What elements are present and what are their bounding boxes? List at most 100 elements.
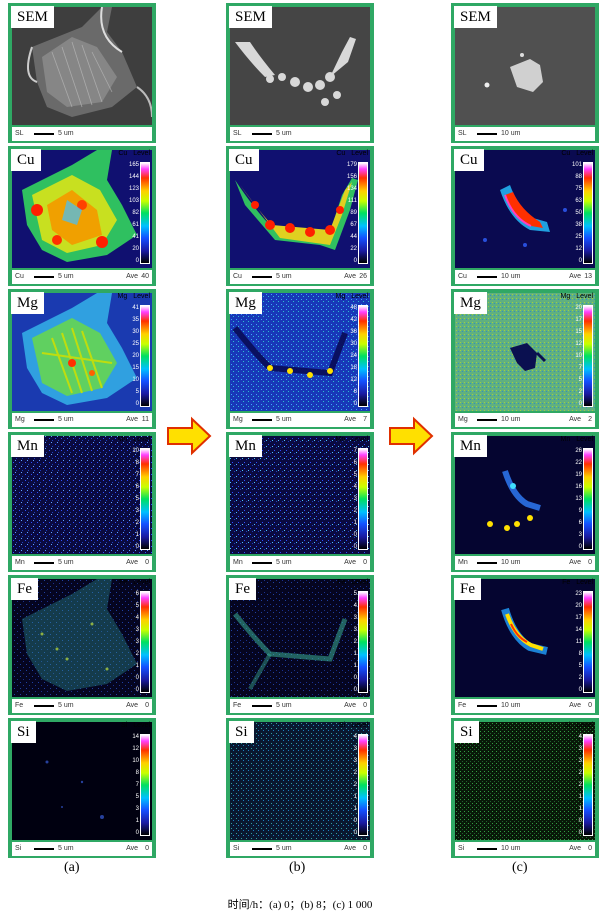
header-level: Level xyxy=(133,722,150,729)
tick: 1 xyxy=(578,794,582,800)
tick: 6 xyxy=(135,591,139,597)
map-header: Cu Level xyxy=(112,150,150,157)
scale-bar xyxy=(34,562,54,564)
tick: 42 xyxy=(350,317,357,323)
footer-label: Mn xyxy=(233,559,243,566)
tick: 5 xyxy=(135,603,139,609)
header-level: Level xyxy=(133,579,150,586)
header-level: Level xyxy=(133,150,150,157)
tick: 2 xyxy=(135,520,139,526)
tick: 2 xyxy=(578,389,582,395)
tick: 10 xyxy=(132,758,139,764)
panel-footer: Fe 5 um Ave 0 xyxy=(230,699,370,713)
tick: 0 xyxy=(135,401,139,407)
color-scale-ticks: 48 42 36 30 24 18 12 6 0 xyxy=(341,305,357,407)
footer-label: Mn xyxy=(15,559,25,566)
header-element: Mn xyxy=(335,436,346,443)
ave-label: Ave xyxy=(126,702,138,709)
element-label: Mn xyxy=(229,435,262,457)
map-header: Mg Level xyxy=(112,293,150,300)
tick: 8 xyxy=(135,460,139,466)
mn-map-panel: Mn Mn Level 26 22 19 16 13 9 6 3 0 Mn 10 … xyxy=(451,432,599,572)
si-map-panel: Si Si Level 4 3 3 2 2 1 1 0 0 Si 5 um Ave… xyxy=(226,718,374,858)
tick: 41 xyxy=(132,305,139,311)
tick: 1 xyxy=(353,663,357,669)
scale-bar xyxy=(34,133,54,135)
tick: 5 xyxy=(353,591,357,597)
tick: 3 xyxy=(353,746,357,752)
header-element: Cu xyxy=(336,150,346,157)
map-header: Cu Level xyxy=(555,150,593,157)
color-scale-ticks: 20 17 15 12 10 7 5 2 0 xyxy=(566,305,582,407)
element-label: Si xyxy=(11,721,36,743)
map-header: Mg Level xyxy=(555,293,593,300)
tick: 165 xyxy=(128,162,139,168)
tick: 1 xyxy=(353,794,357,800)
tick: 3 xyxy=(353,627,357,633)
tick: 25 xyxy=(575,234,582,240)
tick: 5 xyxy=(353,472,357,478)
element-label: SEM xyxy=(229,6,272,28)
tick: 134 xyxy=(346,186,357,192)
scale-value: 5 um xyxy=(276,702,292,709)
scale-bar xyxy=(252,562,272,564)
ave-label: Ave xyxy=(344,416,356,423)
tick: 20 xyxy=(132,353,139,359)
tick: 1 xyxy=(578,806,582,812)
scale-bar xyxy=(477,419,497,421)
tick: 75 xyxy=(575,186,582,192)
color-scale-ticks: 7 6 5 4 3 2 1 0 0 xyxy=(341,448,357,550)
header-element: Si xyxy=(564,722,571,729)
scale-bar xyxy=(477,705,497,707)
scale-value: 5 um xyxy=(276,416,292,423)
element-label: Cu xyxy=(11,149,41,171)
tick: 12 xyxy=(575,341,582,347)
ave-label: Ave xyxy=(569,273,581,280)
tick: 0 xyxy=(353,544,357,550)
scale-value: 5 um xyxy=(58,416,74,423)
tick: 3 xyxy=(135,639,139,645)
panel-footer: SL 10 um xyxy=(455,127,595,141)
header-element: Si xyxy=(339,722,346,729)
color-scale-bar xyxy=(358,734,368,836)
tick: 30 xyxy=(132,329,139,335)
tick: 0 xyxy=(578,258,582,264)
element-label: Fe xyxy=(229,578,256,600)
tick: 9 xyxy=(578,508,582,514)
panel-footer: SL 5 um xyxy=(12,127,152,141)
scale-value: 5 um xyxy=(276,559,292,566)
tick: 1 xyxy=(135,532,139,538)
scale-value: 5 um xyxy=(58,273,74,280)
element-label: Mg xyxy=(229,292,262,314)
tick: 3 xyxy=(353,496,357,502)
tick: 5 xyxy=(135,794,139,800)
tick: 10 xyxy=(575,353,582,359)
scale-bar xyxy=(477,133,497,135)
footer-label: SL xyxy=(233,130,242,137)
sem-panel: SEM SL 10 um xyxy=(451,3,599,143)
scale-bar xyxy=(477,562,497,564)
tick: 24 xyxy=(350,353,357,359)
tick: 3 xyxy=(135,508,139,514)
panel-footer: Cu 5 um Ave 40 xyxy=(12,270,152,284)
footer-value: 13 xyxy=(584,273,592,280)
header-level: Level xyxy=(576,579,593,586)
color-scale-bar xyxy=(140,448,150,550)
scale-bar xyxy=(252,848,272,850)
tick: 7 xyxy=(135,472,139,478)
ave-label: Ave xyxy=(344,702,356,709)
element-label: Si xyxy=(229,721,254,743)
color-scale-bar xyxy=(140,734,150,836)
tick: 5 xyxy=(135,389,139,395)
header-element: Mn xyxy=(117,436,128,443)
tick: 26 xyxy=(575,448,582,454)
color-scale-bar xyxy=(358,305,368,407)
color-scale-ticks: 101 88 75 63 50 38 25 12 0 xyxy=(566,162,582,264)
header-level: Level xyxy=(351,150,368,157)
ave-label: Ave xyxy=(126,273,138,280)
tick: 0 xyxy=(353,830,357,836)
scale-bar xyxy=(252,276,272,278)
footer-value: 0 xyxy=(363,845,367,852)
footer-label: Cu xyxy=(233,273,242,280)
footer-label: Fe xyxy=(15,702,24,709)
